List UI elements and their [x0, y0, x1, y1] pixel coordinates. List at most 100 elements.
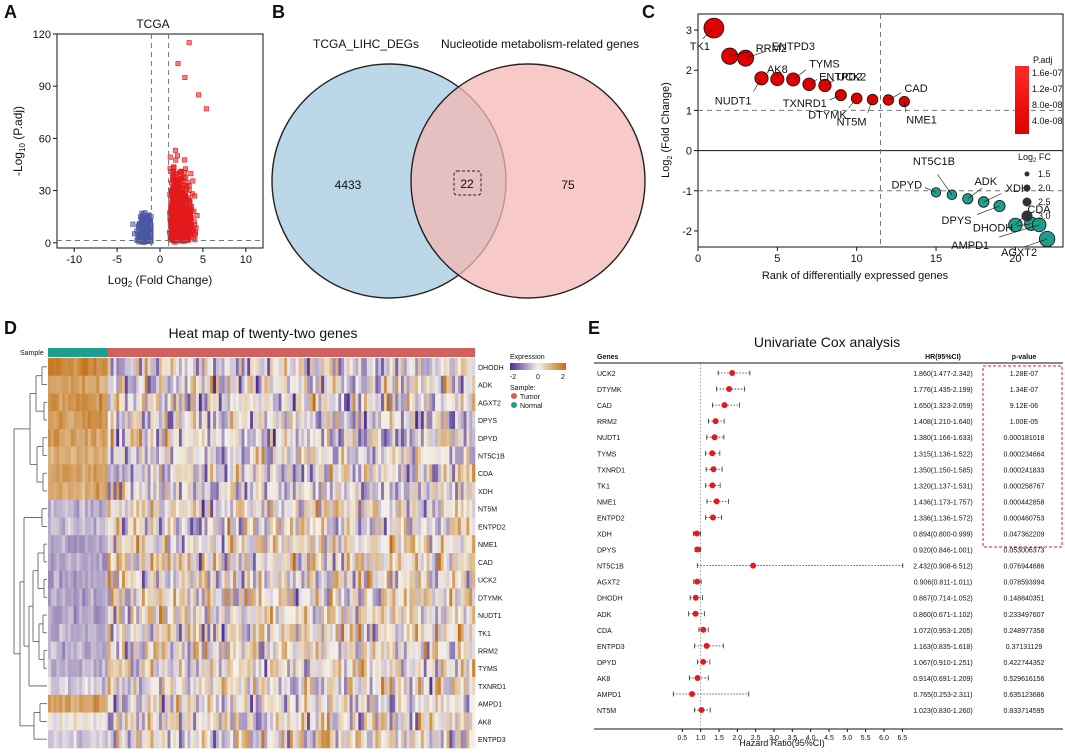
heatmap-cell	[201, 659, 205, 678]
heatmap-cell	[250, 623, 254, 642]
heatmap-cell	[59, 712, 63, 731]
heatmap-cell	[87, 393, 91, 412]
heatmap-cell	[403, 606, 407, 625]
heatmap-cell	[469, 499, 473, 518]
heatmap-cell	[133, 730, 137, 749]
rank-x-tick-label: 20	[1009, 253, 1021, 265]
heatmap-cell	[275, 375, 279, 394]
heatmap-cell	[85, 553, 89, 572]
venn-left-count: 4433	[335, 178, 362, 192]
heatmap-cell	[198, 553, 203, 572]
heatmap-cell	[178, 482, 183, 501]
heatmap-cell	[176, 499, 180, 518]
heatmap-cell	[48, 411, 52, 430]
heatmap-cell	[50, 659, 54, 678]
heatmap-cell	[85, 730, 89, 749]
heatmap-cell	[73, 428, 77, 447]
heatmap-cell	[272, 358, 277, 377]
panel-letter-b: B	[272, 2, 285, 22]
sample-bar-normal	[48, 348, 108, 357]
heatmap-cell	[215, 411, 220, 430]
heatmap-cell	[326, 606, 331, 625]
heatmap-cell	[161, 606, 166, 625]
heatmap-cell	[130, 659, 134, 678]
heatmap-cell	[207, 535, 211, 554]
heatmap-cell	[298, 446, 302, 465]
heatmap-cell	[366, 393, 370, 412]
heatmap-cell	[159, 393, 163, 412]
heatmap-cell	[349, 428, 353, 447]
heatmap-cell	[307, 712, 311, 731]
heatmap-cell	[127, 659, 131, 678]
heatmap-cell	[65, 677, 69, 696]
heatmap-cell	[443, 730, 447, 749]
heatmap-cell	[204, 499, 208, 518]
heatmap-cell	[178, 535, 183, 554]
heatmap-cell	[341, 411, 345, 430]
heatmap-cell	[449, 553, 453, 572]
heatmap-cell	[193, 393, 197, 412]
heatmap-cell	[375, 606, 379, 625]
forest-hr-text: 0.914(0.691-1.209)	[913, 676, 973, 683]
heatmap-cell	[110, 499, 114, 518]
heatmap-cell	[335, 553, 339, 572]
rank-label-leader	[999, 224, 1040, 238]
heatmap-cell	[210, 659, 214, 678]
heatmap-cell	[218, 375, 222, 394]
heatmap-cell	[449, 570, 453, 589]
heatmap-cell	[457, 659, 462, 678]
padj-legend: P.adj 1.6e-07 1.2e-07 8.0e-08 4.0e-08	[1015, 55, 1063, 134]
heatmap-cell	[415, 535, 419, 554]
heatmap-cell	[304, 588, 308, 607]
heatmap-cell	[164, 446, 168, 465]
heatmap-cell	[315, 464, 319, 483]
heatmap-cell	[355, 694, 359, 713]
heatmap-cell	[230, 411, 234, 430]
heatmap-cell	[315, 588, 319, 607]
heatmap-cell	[355, 535, 359, 554]
heatmap-cell	[99, 588, 103, 607]
heatmap-cell	[361, 588, 365, 607]
heatmap-cell	[50, 482, 54, 501]
size-legend-dot	[1022, 197, 1032, 207]
heatmap-cell	[423, 606, 427, 625]
heatmap-cell	[415, 393, 419, 412]
heatmap-cell	[70, 358, 74, 377]
heatmap-cell	[295, 535, 299, 554]
heatmap-cell	[372, 659, 376, 678]
heatmap-cell	[409, 570, 413, 589]
heatmap-cell	[53, 393, 57, 412]
heatmap-cell	[261, 393, 265, 412]
heatmap-cell	[332, 588, 336, 607]
heatmap-cell	[210, 393, 214, 412]
heatmap-cell	[190, 393, 194, 412]
heatmap-cell	[312, 535, 316, 554]
heatmap-cell	[156, 358, 160, 377]
volcano-point-up	[188, 203, 194, 209]
heatmap-cell	[418, 446, 422, 465]
heatmap-cell	[264, 535, 268, 554]
heatmap-cell	[429, 570, 433, 589]
heatmap-cell	[213, 553, 217, 572]
heatmap-cell	[173, 641, 177, 660]
heatmap-cell	[136, 712, 140, 731]
heatmap-cell	[437, 446, 442, 465]
heatmap-cell	[267, 677, 271, 696]
heatmap-cell	[164, 428, 168, 447]
heatmap-cell	[398, 499, 402, 518]
heatmap-cell	[87, 588, 91, 607]
heatmap-cell	[358, 677, 362, 696]
heatmap-cell	[93, 553, 97, 572]
heatmap-cell	[332, 393, 336, 412]
heatmap-cell	[161, 428, 166, 447]
heatmap-cell	[204, 659, 208, 678]
heatmap-cell	[56, 677, 60, 696]
heatmap-cell	[352, 659, 356, 678]
heatmap-cell	[124, 464, 129, 483]
heatmap-cell	[403, 659, 407, 678]
heatmap-cell	[301, 641, 305, 660]
rank-label-agxt2: AGXT2	[1001, 247, 1037, 259]
heatmap-cell	[361, 570, 365, 589]
heatmap-cell	[244, 623, 248, 642]
heatmap-cell	[99, 499, 103, 518]
